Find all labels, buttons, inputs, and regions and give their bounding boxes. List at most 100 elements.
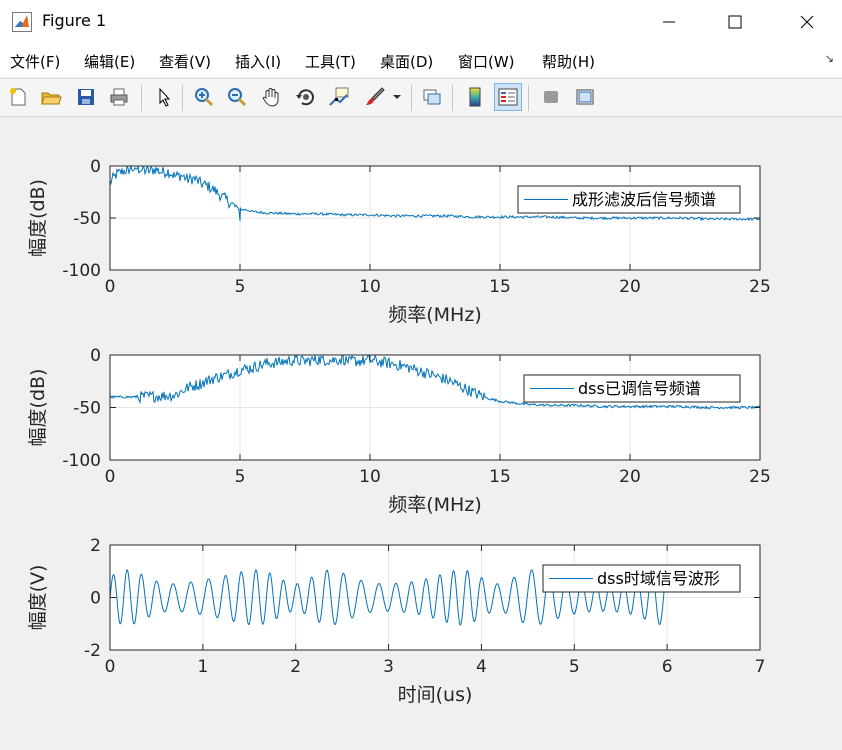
menu-window[interactable]: 窗口(W) (458, 53, 515, 71)
y-axis-label: 幅度(V) (27, 565, 49, 631)
legend-icon (498, 88, 518, 106)
menu-insert[interactable]: 插入(I) (235, 53, 282, 71)
y-tick-label: -50 (73, 399, 101, 419)
menu-edit[interactable]: 编辑(E) (84, 53, 136, 71)
maximize-icon (728, 15, 742, 29)
menu-help[interactable]: 帮助(H) (542, 53, 595, 71)
x-tick-label: 15 (489, 277, 511, 297)
x-tick-label: 3 (383, 657, 394, 677)
toolbar-separator (182, 85, 183, 111)
x-tick-label: 15 (489, 467, 511, 487)
x-tick-label: 20 (619, 277, 641, 297)
window-title: Figure 1 (42, 11, 107, 30)
x-tick-label: 0 (105, 277, 116, 297)
x-tick-label: 25 (749, 467, 771, 487)
y-tick-label: -2 (84, 641, 101, 661)
series-line (109, 353, 761, 410)
toolbar-separator (528, 85, 529, 111)
x-tick-label: 25 (749, 277, 771, 297)
subplot-2: dss已调信号频谱 (109, 353, 761, 461)
menu-desktop[interactable]: 桌面(D) (380, 53, 434, 71)
y-tick-label: 0 (90, 589, 101, 609)
legend[interactable]: dss已调信号频谱 (523, 374, 741, 403)
close-button[interactable] (774, 0, 840, 44)
minimize-button[interactable] (636, 0, 702, 44)
menu-bar: 文件(F) 编辑(E) 查看(V) 插入(I) 工具(T) 桌面(D) 窗口(W… (0, 44, 842, 77)
brush-button[interactable] (361, 83, 389, 111)
x-tick-label: 10 (359, 467, 381, 487)
folder-icon (41, 92, 62, 105)
new-figure-button[interactable] (4, 83, 32, 111)
link-plot-button[interactable] (418, 83, 446, 111)
link-plot-icon (423, 89, 441, 105)
zoom-out-icon (228, 88, 247, 107)
new-file-icon (10, 88, 26, 106)
x-tick-label: 5 (235, 467, 246, 487)
rotate-3d-button[interactable] (291, 83, 319, 111)
rotate-icon (296, 89, 314, 106)
edit-plot-button[interactable] (150, 83, 178, 111)
legend[interactable]: dss时域信号波形 (542, 564, 741, 593)
toolbar-separator (141, 85, 142, 111)
x-tick-label: 20 (619, 467, 641, 487)
data-cursor-icon (329, 87, 349, 106)
legend[interactable]: 成形滤波后信号频谱 (517, 185, 741, 214)
pan-button[interactable] (257, 83, 285, 111)
hand-icon (262, 88, 279, 107)
show-plot-tools-icon (576, 89, 594, 105)
colorbar-icon (469, 87, 481, 107)
maximize-button[interactable] (702, 0, 768, 44)
menu-tools[interactable]: 工具(T) (305, 53, 356, 71)
print-button[interactable] (105, 83, 133, 111)
hide-plot-tools-icon (544, 91, 558, 103)
insert-legend-button[interactable] (494, 83, 522, 111)
zoom-in-button[interactable] (190, 83, 218, 111)
y-axis-label: 幅度(dB) (27, 369, 49, 447)
y-tick-label: 0 (90, 157, 101, 177)
x-tick-label: 10 (359, 277, 381, 297)
toolbar-separator (452, 85, 453, 111)
x-tick-label: 1 (197, 657, 208, 677)
save-icon (78, 89, 94, 105)
x-tick-label: 6 (662, 657, 673, 677)
menu-file[interactable]: 文件(F) (10, 53, 61, 71)
minimize-icon (663, 21, 675, 23)
x-tick-label: 0 (105, 467, 116, 487)
subplot-1: 成形滤波后信号频谱 (109, 164, 761, 271)
x-tick-label: 5 (235, 277, 246, 297)
toolbar (0, 78, 842, 117)
printer-icon (110, 88, 128, 106)
chevron-down-icon (393, 95, 401, 99)
x-axis-label: 频率(MHz) (388, 494, 481, 516)
y-tick-label: -100 (62, 261, 101, 281)
x-tick-label: 2 (290, 657, 301, 677)
toolbar-separator (411, 85, 412, 111)
series-line (109, 569, 668, 626)
series-line (109, 164, 761, 222)
window-title-bar: Figure 1 (0, 0, 842, 44)
menu-view[interactable]: 查看(V) (159, 53, 211, 71)
insert-colorbar-button[interactable] (461, 83, 489, 111)
subplot-3: dss时域信号波形 (109, 544, 761, 651)
brush-dropdown-button[interactable] (390, 83, 404, 111)
y-tick-label: -100 (62, 451, 101, 471)
legend-label: dss时域信号波形 (597, 569, 720, 588)
show-plot-tools-button[interactable] (571, 83, 599, 111)
x-tick-label: 4 (476, 657, 487, 677)
y-tick-label: 0 (90, 346, 101, 366)
data-cursor-button[interactable] (325, 83, 353, 111)
close-icon (800, 15, 814, 29)
x-tick-label: 5 (569, 657, 580, 677)
brush-icon (366, 87, 385, 105)
save-button[interactable] (72, 83, 100, 111)
y-tick-label: -50 (73, 209, 101, 229)
hide-plot-tools-button[interactable] (537, 83, 565, 111)
dock-arrow-icon[interactable]: ↘ (824, 52, 834, 65)
x-axis-label: 频率(MHz) (388, 304, 481, 326)
pointer-icon (159, 87, 171, 107)
x-tick-label: 0 (105, 657, 116, 677)
legend-label: 成形滤波后信号频谱 (572, 190, 716, 209)
open-file-button[interactable] (37, 83, 65, 111)
zoom-out-button[interactable] (223, 83, 251, 111)
